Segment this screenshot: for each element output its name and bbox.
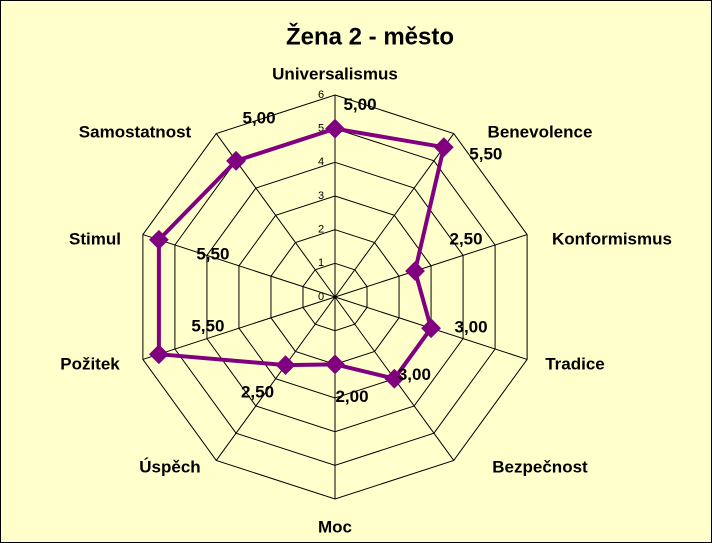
- category-label: Benevolence: [488, 122, 593, 141]
- data-marker: [433, 137, 454, 158]
- category-label: Požitek: [60, 354, 120, 373]
- value-label: 2,00: [335, 387, 368, 406]
- value-label: 3,00: [398, 365, 431, 384]
- value-label: 5,50: [196, 244, 229, 263]
- value-label: 2,50: [241, 383, 274, 402]
- axis-spoke: [215, 296, 336, 461]
- data-marker: [275, 355, 296, 375]
- category-label: Konformismus: [552, 229, 672, 248]
- y-tick-label: 0: [318, 291, 324, 303]
- axis-spoke: [142, 296, 336, 360]
- value-label: 5,50: [469, 145, 502, 164]
- category-label: Stimul: [69, 229, 121, 248]
- category-label: Samostatnost: [79, 122, 192, 141]
- axis-spoke: [142, 234, 336, 298]
- category-label: Tradice: [545, 354, 605, 373]
- y-tick-label: 6: [318, 89, 324, 101]
- data-marker: [226, 150, 246, 171]
- y-tick-label: 1: [318, 257, 324, 269]
- chart-title: Žena 2 - město: [286, 22, 454, 50]
- y-tick-label: 3: [318, 190, 324, 202]
- data-marker: [148, 344, 169, 365]
- category-label: Bezpečnost: [492, 457, 588, 476]
- y-tick-label: 2: [318, 224, 324, 236]
- data-marker: [325, 354, 345, 375]
- data-marker: [421, 318, 441, 339]
- value-label: 5,50: [191, 317, 224, 336]
- y-tick-label: 5: [318, 123, 324, 135]
- axis-spoke: [334, 133, 455, 298]
- data-marker: [148, 229, 169, 250]
- value-label: 5,00: [243, 108, 276, 127]
- axis-spoke: [334, 234, 528, 298]
- y-tick-label: 4: [318, 156, 324, 168]
- category-label: Moc: [318, 517, 352, 536]
- value-label: 2,50: [450, 229, 483, 248]
- category-label: Úspěch: [139, 457, 200, 476]
- data-marker: [384, 368, 405, 389]
- value-label: 3,00: [455, 318, 488, 337]
- category-label: Universalismus: [272, 64, 398, 83]
- data-marker: [405, 261, 425, 281]
- value-label: 5,00: [343, 95, 376, 114]
